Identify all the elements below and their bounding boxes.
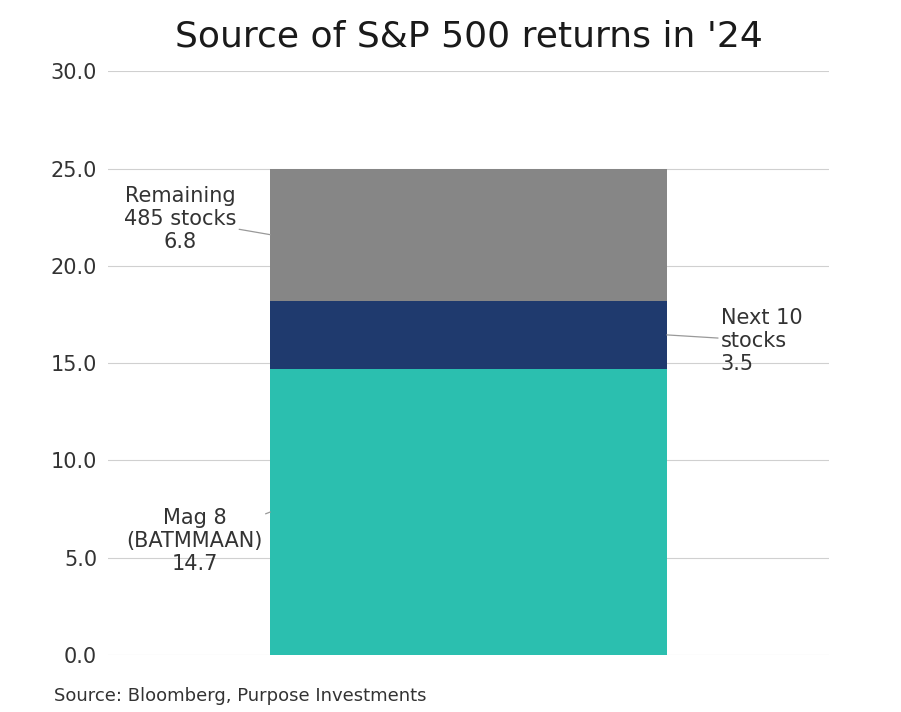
- Title: Source of S&P 500 returns in '24: Source of S&P 500 returns in '24: [175, 19, 762, 53]
- Text: Next 10
stocks
3.5: Next 10 stocks 3.5: [667, 308, 803, 374]
- Bar: [270, 301, 667, 369]
- Text: Source: Bloomberg, Purpose Investments: Source: Bloomberg, Purpose Investments: [54, 687, 426, 705]
- Bar: [270, 369, 667, 655]
- Bar: [270, 169, 667, 301]
- Text: Mag 8
(BATMMAAN)
14.7: Mag 8 (BATMMAAN) 14.7: [126, 508, 270, 575]
- Text: Remaining
485 stocks
6.8: Remaining 485 stocks 6.8: [124, 186, 270, 252]
